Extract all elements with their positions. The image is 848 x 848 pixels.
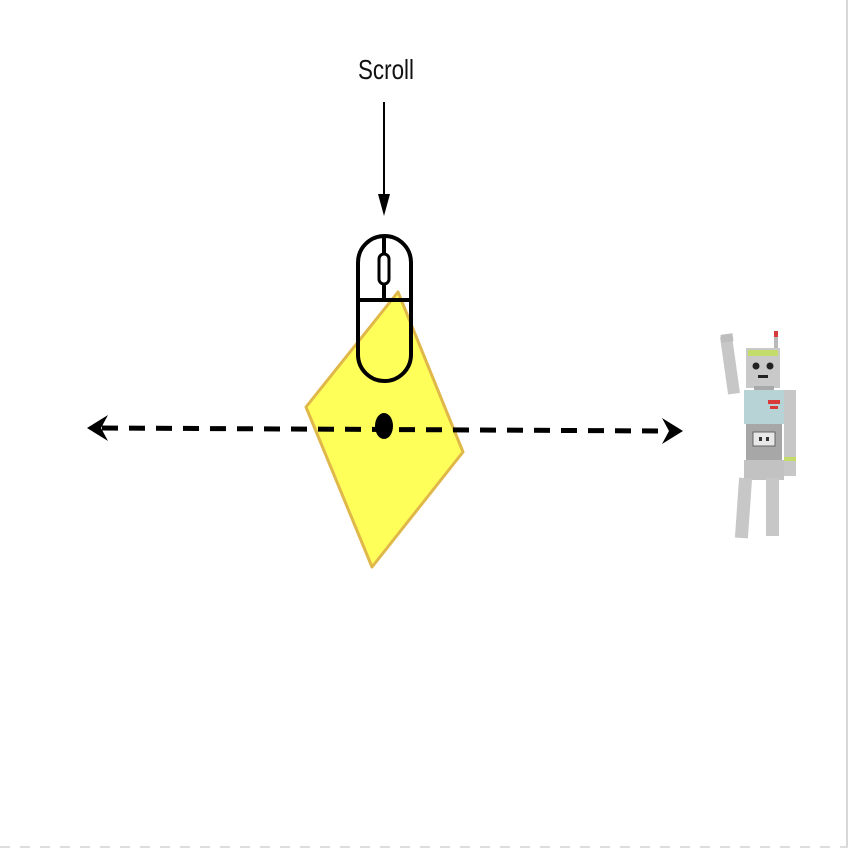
mouse-icon xyxy=(356,234,413,383)
center-point xyxy=(375,413,393,439)
scroll-down-arrow xyxy=(378,102,390,216)
frame-bottom-edge xyxy=(0,846,848,848)
robot-icon xyxy=(720,331,796,539)
frame-right-edge xyxy=(846,0,848,848)
scroll-label: Scroll xyxy=(358,55,414,86)
